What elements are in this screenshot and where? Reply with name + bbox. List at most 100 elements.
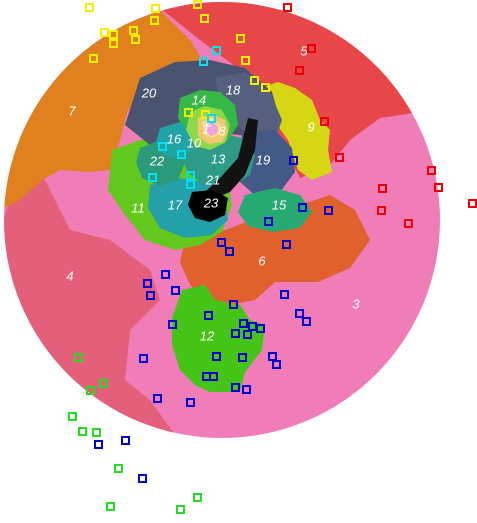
region-label-5: 5 [300,43,308,58]
marker-green [99,379,108,388]
marker-cyan [186,180,195,189]
marker-blue [121,436,130,445]
marker-blue [256,324,265,333]
marker-green [86,386,95,395]
marker-blue [212,352,221,361]
marker-yellow [236,34,245,43]
marker-cyan [177,150,186,159]
marker-blue [225,247,234,256]
marker-yellow [109,39,118,48]
region-label-8: 8 [218,123,226,138]
marker-green [78,427,87,436]
marker-blue [231,383,240,392]
region-21 [205,118,258,198]
marker-blue [231,329,240,338]
marker-blue [209,372,218,381]
region-1 [205,122,218,136]
region-label-12: 12 [200,328,215,343]
marker-blue [153,394,162,403]
marker-blue [186,398,195,407]
region-label-3: 3 [352,296,360,311]
marker-blue [264,217,273,226]
marker-blue [272,360,281,369]
marker-red [320,117,329,126]
marker-cyan [186,171,195,180]
marker-red [434,183,443,192]
marker-red [468,199,477,208]
region-23 [188,190,228,222]
region-label-6: 6 [258,253,266,268]
marker-cyan [199,57,208,66]
marker-blue [229,300,238,309]
marker-red [283,3,292,12]
marker-green [114,464,123,473]
marker-green [68,412,77,421]
region-label-15: 15 [272,197,287,212]
marker-blue [282,240,291,249]
marker-yellow [184,108,193,117]
marker-red [307,44,316,53]
marker-red [378,184,387,193]
marker-yellow [151,4,160,13]
region-label-17: 17 [168,197,183,212]
marker-yellow [250,76,259,85]
region-label-22: 22 [149,153,165,168]
marker-red [377,206,386,215]
marker-blue [242,385,251,394]
marker-blue [146,291,155,300]
marker-green [106,502,115,511]
region-6 [180,195,370,305]
marker-green [176,505,185,514]
marker-blue [138,474,147,483]
region-label-19: 19 [256,152,270,167]
region-label-4: 4 [66,268,73,283]
marker-yellow [131,35,140,44]
marker-blue [239,319,248,328]
marker-cyan [207,114,216,123]
marker-green [74,353,83,362]
marker-cyan [148,173,157,182]
marker-cyan [212,46,221,55]
marker-blue [243,330,252,339]
marker-blue [168,320,177,329]
marker-yellow [193,0,202,9]
region-15 [238,188,312,232]
region-label-14: 14 [192,92,206,107]
region-label-21: 21 [205,172,220,187]
marker-blue [238,353,247,362]
marker-red [335,153,344,162]
region-label-23: 23 [203,195,219,210]
marker-red [427,166,436,175]
marker-yellow [200,14,209,23]
region-label-20: 20 [141,85,157,100]
marker-red [295,66,304,75]
region-label-11: 11 [131,200,145,215]
marker-yellow [150,16,159,25]
marker-yellow [89,54,98,63]
marker-yellow [129,26,138,35]
marker-blue [289,156,298,165]
marker-cyan [158,142,167,151]
region-label-18: 18 [226,82,241,97]
marker-blue [302,317,311,326]
region-12 [172,285,265,392]
region-label-1: 1 [202,121,209,136]
marker-blue [217,238,226,247]
marker-green [193,493,202,502]
marker-yellow [109,30,118,39]
marker-red [404,219,413,228]
markers-layer [68,0,477,514]
marker-yellow [261,83,270,92]
marker-blue [324,206,333,215]
marker-blue [280,290,289,299]
marker-blue [295,309,304,318]
marker-blue [171,286,180,295]
region-labels-layer: 1 2 3 4 5 6 7 8 9 10 11 12 13 14 15 16 1… [66,43,360,343]
marker-blue [204,311,213,320]
region-label-10: 10 [187,135,202,150]
marker-green [92,428,101,437]
region-label-16: 16 [167,131,182,146]
region-label-7: 7 [68,103,76,118]
